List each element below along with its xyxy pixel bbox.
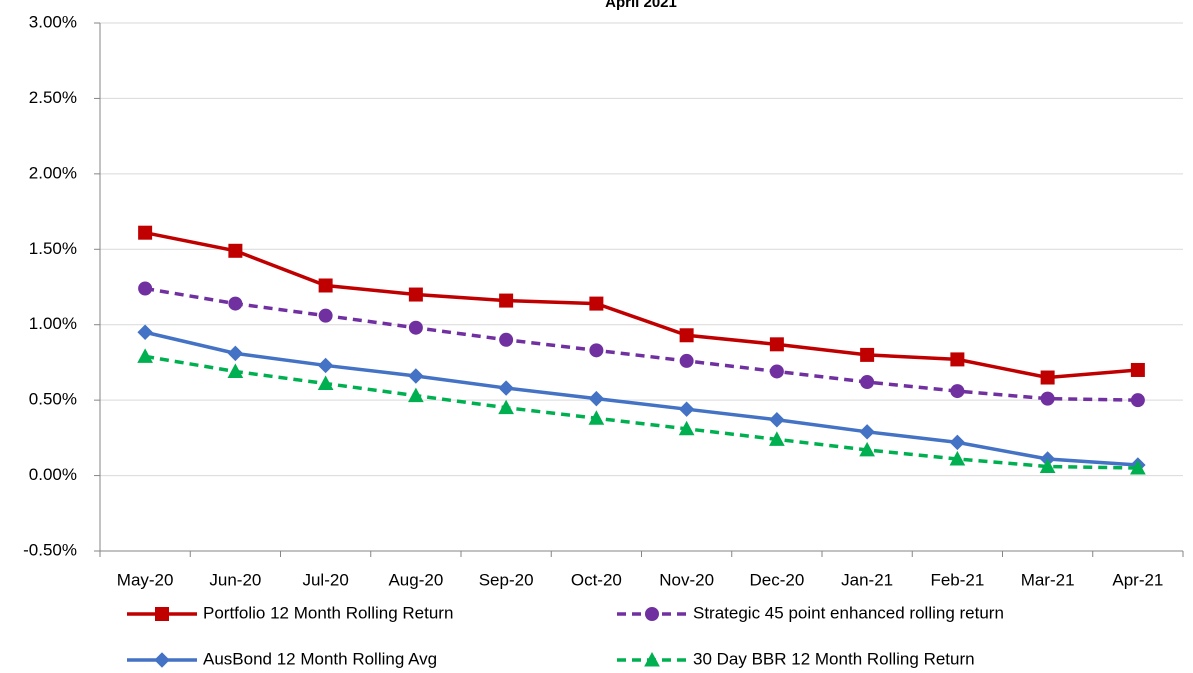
marker (589, 343, 604, 358)
y-tick-label: 1.00% (29, 314, 77, 333)
marker (678, 401, 695, 417)
chart-title: April 2021 (605, 0, 677, 11)
series-line (144, 354, 1138, 470)
marker (228, 243, 243, 258)
y-tick-label: 0.50% (29, 390, 77, 409)
y-tick-label: 0.00% (29, 465, 77, 484)
x-tick-label: Dec-20 (749, 570, 804, 589)
x-tick-label: Jun-20 (209, 570, 261, 589)
legend-marker (155, 607, 169, 621)
marker (589, 296, 604, 311)
legend-label: 30 Day BBR 12 Month Rolling Return (693, 649, 975, 668)
marker (408, 387, 424, 403)
marker (227, 363, 244, 378)
marker (679, 353, 694, 368)
marker (950, 384, 965, 399)
series-line (144, 286, 1138, 402)
legend-marker (645, 607, 659, 621)
x-tick-label: Oct-20 (571, 570, 622, 589)
marker (769, 364, 784, 379)
marker (499, 293, 514, 308)
marker (678, 420, 695, 436)
marker (769, 431, 785, 446)
x-tick-label: Feb-21 (930, 570, 984, 589)
y-tick-label: -0.50% (23, 540, 77, 559)
x-tick-label: Aug-20 (388, 570, 443, 589)
legend-marker (644, 651, 660, 667)
marker (1130, 459, 1146, 475)
y-tick-label: 2.00% (29, 163, 77, 182)
legend-label: AusBond 12 Month Rolling Avg (203, 649, 437, 668)
x-tick-label: Sep-20 (479, 570, 534, 589)
x-tick-label: Apr-21 (1112, 570, 1163, 589)
marker (860, 347, 875, 362)
marker (1130, 362, 1145, 377)
marker (588, 390, 605, 407)
marker (1039, 458, 1056, 474)
marker (949, 450, 966, 466)
marker (498, 380, 514, 396)
marker (408, 287, 423, 302)
marker (317, 375, 334, 391)
marker (228, 296, 243, 311)
marker (950, 352, 965, 367)
marker (137, 348, 153, 363)
legend-label: Portfolio 12 Month Rolling Return (203, 603, 453, 622)
marker (318, 278, 333, 293)
marker (499, 332, 514, 347)
marker (859, 424, 875, 440)
legend-marker (154, 652, 170, 668)
marker (318, 308, 333, 323)
marker (769, 337, 784, 352)
marker (138, 225, 153, 240)
series-line (144, 330, 1138, 467)
marker (1040, 370, 1055, 385)
marker (317, 357, 334, 374)
legend-label: Strategic 45 point enhanced rolling retu… (693, 603, 1004, 622)
marker (949, 434, 966, 451)
marker (860, 375, 875, 390)
x-tick-label: Mar-21 (1021, 570, 1075, 589)
marker (227, 345, 244, 362)
marker (679, 328, 694, 343)
y-tick-label: 2.50% (29, 88, 77, 107)
x-tick-label: Jan-21 (841, 570, 893, 589)
marker (138, 281, 153, 296)
marker (137, 324, 153, 340)
x-tick-label: Jul-20 (302, 570, 348, 589)
y-tick-label: 1.50% (29, 239, 77, 258)
marker (498, 399, 514, 415)
marker (769, 412, 785, 428)
marker (408, 368, 424, 384)
marker (588, 410, 605, 425)
x-tick-label: May-20 (117, 570, 174, 589)
marker (1130, 393, 1145, 408)
y-tick-label: 3.00% (29, 12, 77, 31)
marker (408, 320, 423, 335)
marker (859, 441, 875, 457)
x-tick-label: Nov-20 (659, 570, 714, 589)
marker (1040, 391, 1055, 406)
series-line (144, 230, 1139, 380)
